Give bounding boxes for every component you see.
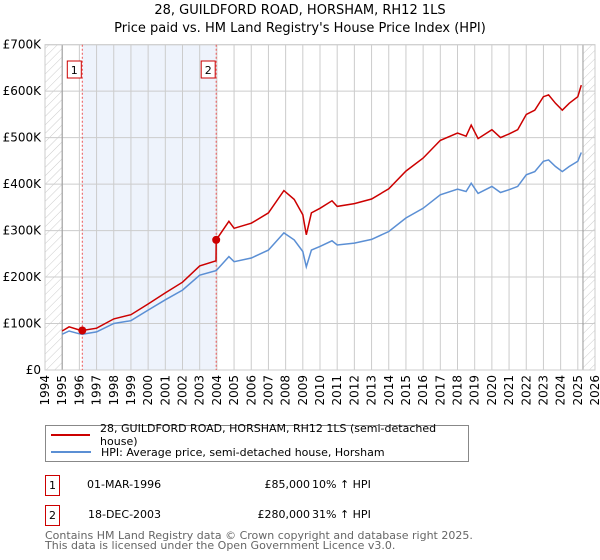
y-tick-label: £0 xyxy=(26,363,41,377)
transaction-price: £280,000 xyxy=(257,508,311,521)
legend-swatch xyxy=(51,451,91,453)
transaction-row: 2 18-DEC-2003 £280,000 31% ↑ HPI xyxy=(45,505,465,526)
x-tick-label: 2017 xyxy=(433,375,447,406)
x-tick-label: 2025 xyxy=(571,375,585,406)
y-tick-label: £400K xyxy=(3,177,43,191)
x-tick-label: 2013 xyxy=(365,375,379,406)
x-tick-label: 2020 xyxy=(485,375,499,406)
legend-swatch xyxy=(51,434,91,436)
hatched-region-before xyxy=(45,44,63,370)
hatched-region-after xyxy=(582,44,595,370)
x-tick-label: 2023 xyxy=(536,375,550,406)
transaction-badge: 2 xyxy=(45,505,60,526)
x-tick-label: 2016 xyxy=(416,375,430,406)
x-tick-label: 2009 xyxy=(296,375,310,406)
transaction-row: 1 01-MAR-1996 £85,000 10% ↑ HPI xyxy=(45,475,465,496)
x-tick-label: 2021 xyxy=(502,375,516,406)
x-tick-label: 1995 xyxy=(55,375,69,406)
legend: 28, GUILDFORD ROAD, HORSHAM, RH12 1LS (s… xyxy=(45,422,469,462)
sale-label: 1 xyxy=(71,64,78,77)
transaction-hpi: 10% ↑ HPI xyxy=(312,478,371,491)
footer-copyright: Contains HM Land Registry data © Crown c… xyxy=(45,529,473,542)
x-tick-label: 2019 xyxy=(468,375,482,406)
x-tick-label: 2010 xyxy=(313,375,327,406)
x-tick-label: 1999 xyxy=(124,375,138,406)
footer: Contains HM Land Registry data © Crown c… xyxy=(45,529,473,552)
x-tick-label: 2026 xyxy=(588,375,600,406)
footer-licence: This data is licensed under the Open Gov… xyxy=(45,539,396,552)
x-tick-label: 1994 xyxy=(38,375,52,406)
property-price-line xyxy=(61,84,583,332)
x-tick-label: 2015 xyxy=(399,375,413,406)
x-tick-label: 2012 xyxy=(347,375,361,406)
legend-item-property: 28, GUILDFORD ROAD, HORSHAM, RH12 1LS (s… xyxy=(51,422,468,448)
x-tick-label: 2011 xyxy=(330,375,344,406)
x-tick-label: 2024 xyxy=(554,375,568,406)
transaction-date: 18-DEC-2003 xyxy=(88,508,162,521)
x-tick-label: 2022 xyxy=(519,375,533,406)
sale-label-box xyxy=(200,60,216,79)
x-tick-label: 2001 xyxy=(158,375,172,406)
x-tick-label: 1998 xyxy=(107,375,121,406)
x-tick-label: 2008 xyxy=(279,375,293,406)
x-tick-label: 2018 xyxy=(451,375,465,406)
y-tick-label: £600K xyxy=(3,84,43,98)
transaction-price: £85,000 xyxy=(264,478,311,491)
y-tick-label: £300K xyxy=(3,224,43,238)
chart-subtitle: Price paid vs. HM Land Registry's House … xyxy=(114,21,486,36)
legend-item-hpi: HPI: Average price, semi-detached house,… xyxy=(51,444,385,460)
chart-title: 28, GUILDFORD ROAD, HORSHAM, RH12 1LS xyxy=(154,3,446,18)
y-tick-label: £700K xyxy=(3,38,43,52)
x-tick-label: 2002 xyxy=(176,375,190,406)
sale-label-box xyxy=(66,60,82,79)
plot-border xyxy=(44,44,596,371)
transaction-hpi: 31% ↑ HPI xyxy=(312,508,371,521)
x-tick-label: 2003 xyxy=(193,375,207,406)
x-tick-label: 2004 xyxy=(210,375,224,406)
shaded-period xyxy=(82,44,217,370)
price-chart: 1994 1995 1996 1997 1998 1999 2000 2001 2002 2003… xyxy=(3,38,600,406)
hpi-line xyxy=(61,152,582,335)
x-tick-label: 1997 xyxy=(90,375,104,406)
x-tick-label: 1996 xyxy=(72,375,86,406)
sale-label: 2 xyxy=(205,64,212,77)
y-tick-label: £200K xyxy=(3,270,43,284)
legend-label: 28, GUILDFORD ROAD, HORSHAM, RH12 1LS (s… xyxy=(100,422,437,448)
sale-point xyxy=(212,235,221,244)
x-tick-label: 2006 xyxy=(244,375,258,406)
transaction-badge: 1 xyxy=(45,475,60,496)
y-tick-label: £500K xyxy=(3,131,43,145)
x-tick-label: 2005 xyxy=(227,375,241,406)
transaction-date: 01-MAR-1996 xyxy=(87,478,162,491)
legend-label: HPI: Average price, semi-detached house,… xyxy=(101,445,385,459)
x-tick-label: 2000 xyxy=(141,375,155,406)
x-tick-label: 2007 xyxy=(261,375,275,406)
x-tick-label: 2014 xyxy=(382,375,396,406)
sale-point xyxy=(78,326,87,335)
y-tick-label: £100K xyxy=(3,317,43,331)
